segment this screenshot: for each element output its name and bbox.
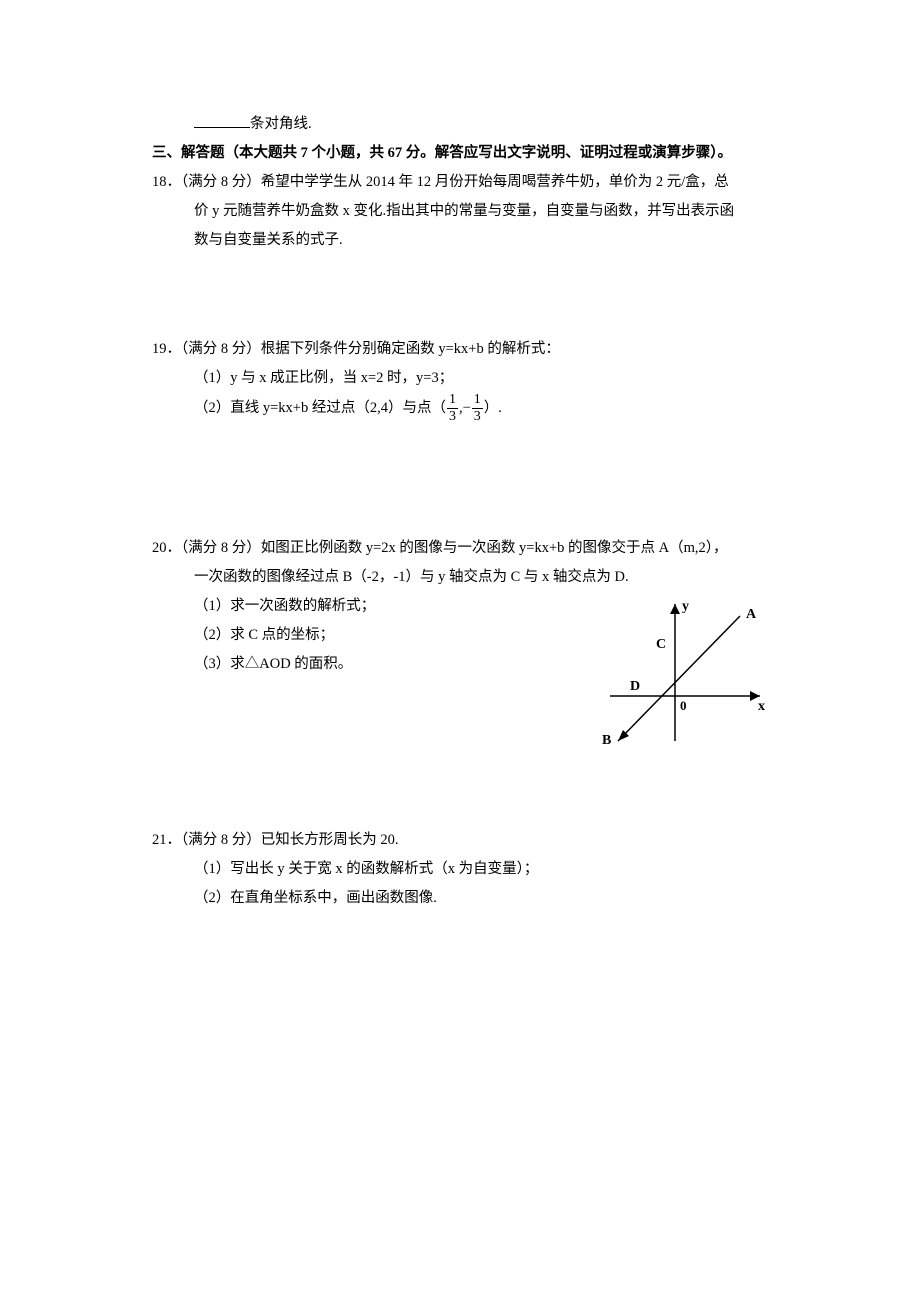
- fraction-neg-1-3: 13: [471, 393, 484, 424]
- label-c: C: [656, 637, 666, 652]
- q19-sub2: （2）直线 y=kx+b 经过点（2,4）与点（13,−13）.: [152, 393, 770, 424]
- label-b: B: [602, 733, 611, 746]
- prev-question-tail: 条对角线.: [152, 110, 770, 139]
- label-x: x: [758, 699, 765, 714]
- answer-space-20: [152, 746, 770, 826]
- q19-comma: ,−: [459, 400, 471, 416]
- q19-sub1: （1）y 与 x 成正比例，当 x=2 时，y=3；: [152, 364, 770, 393]
- label-a: A: [746, 607, 757, 622]
- page: 条对角线. 三、解答题（本大题共 7 个小题，共 67 分。解答应写出文字说明、…: [0, 0, 920, 1302]
- q18-line1: 18．（满分 8 分）希望中学学生从 2014 年 12 月份开始每周喝营养牛奶…: [152, 168, 770, 197]
- q19-head: 19．（满分 8 分）根据下列条件分别确定函数 y=kx+b 的解析式：: [152, 335, 770, 364]
- coordinate-diagram: y x 0 A C D B: [600, 596, 770, 746]
- q20-body: （1）求一次函数的解析式； （2）求 C 点的坐标； （3）求△AOD 的面积。…: [152, 592, 770, 746]
- q20-diagram: y x 0 A C D B: [600, 592, 770, 746]
- answer-space-19: [152, 424, 770, 534]
- question-18: 18．（满分 8 分）希望中学学生从 2014 年 12 月份开始每周喝营养牛奶…: [152, 168, 770, 255]
- q20-head: 20．（满分 8 分）如图正比例函数 y=2x 的图像与一次函数 y=kx+b …: [152, 534, 770, 563]
- q19-s2-b: ）.: [484, 400, 502, 416]
- q21-head: 21．（满分 8 分）已知长方形周长为 20.: [152, 826, 770, 855]
- q18-line2: 价 y 元随营养牛奶盒数 x 变化.指出其中的常量与变量，自变量与函数，并写出表…: [152, 197, 770, 226]
- tail-text: 条对角线.: [250, 116, 312, 132]
- fraction-1-3: 13: [446, 393, 459, 424]
- q20-line2: 一次函数的图像经过点 B（-2，-1）与 y 轴交点为 C 与 x 轴交点为 D…: [152, 563, 770, 592]
- question-20: 20．（满分 8 分）如图正比例函数 y=2x 的图像与一次函数 y=kx+b …: [152, 534, 770, 746]
- y-axis-arrow-icon: [670, 604, 680, 614]
- question-21: 21．（满分 8 分）已知长方形周长为 20. （1）写出长 y 关于宽 x 的…: [152, 826, 770, 913]
- q21-sub1: （1）写出长 y 关于宽 x 的函数解析式（x 为自变量）；: [152, 855, 770, 884]
- q20-subs: （1）求一次函数的解析式； （2）求 C 点的坐标； （3）求△AOD 的面积。: [152, 592, 580, 679]
- q19-s2-a: （2）直线 y=kx+b 经过点（2,4）与点（: [194, 400, 446, 416]
- answer-space-18: [152, 255, 770, 335]
- q18-text1: 希望中学学生从 2014 年 12 月份开始每周喝营养牛奶，单价为 2 元/盒，…: [261, 174, 729, 190]
- q20-sub1: （1）求一次函数的解析式；: [152, 592, 580, 621]
- label-d: D: [630, 679, 640, 694]
- question-19: 19．（满分 8 分）根据下列条件分别确定函数 y=kx+b 的解析式： （1）…: [152, 335, 770, 424]
- q20-sub3: （3）求△AOD 的面积。: [152, 650, 580, 679]
- q20-sub2: （2）求 C 点的坐标；: [152, 621, 580, 650]
- label-y: y: [682, 599, 689, 614]
- q21-sub2: （2）在直角坐标系中，画出函数图像.: [152, 884, 770, 913]
- q18-line3: 数与自变量关系的式子.: [152, 226, 770, 255]
- q18-prefix: 18．（满分 8 分）: [152, 174, 261, 190]
- blank-line: [194, 113, 250, 129]
- section-3-heading: 三、解答题（本大题共 7 个小题，共 67 分。解答应写出文字说明、证明过程或演…: [152, 139, 770, 168]
- label-origin: 0: [680, 698, 687, 713]
